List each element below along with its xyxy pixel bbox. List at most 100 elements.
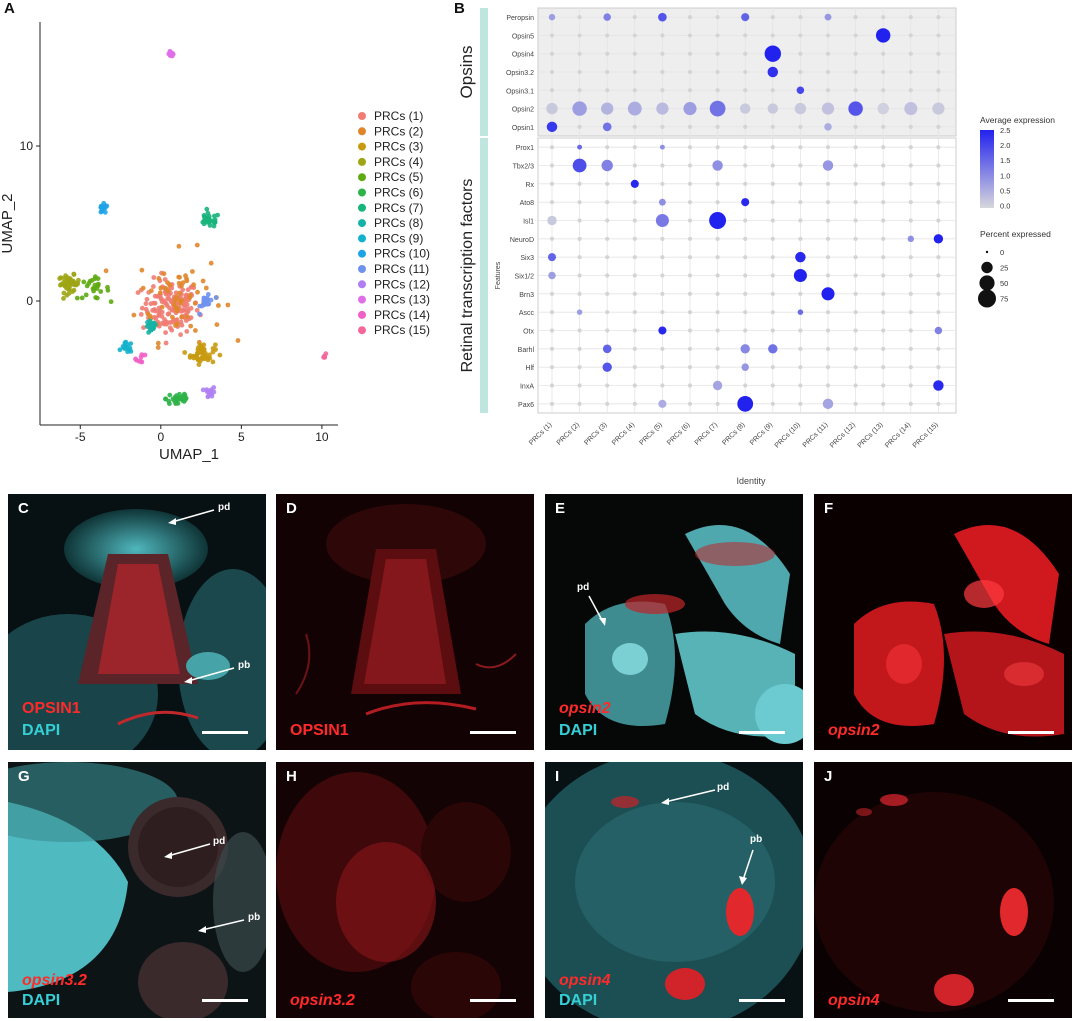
dotplot-point — [853, 181, 858, 186]
stain-label-dapi: DAPI — [559, 722, 598, 739]
group-label: PRCs (3) — [583, 421, 608, 446]
umap-point — [165, 280, 170, 285]
dotplot-point — [632, 218, 637, 223]
micrograph-c: C pd pb OPSIN1 DAPI — [8, 494, 266, 750]
dotplot-point — [737, 395, 754, 412]
umap-point — [155, 340, 161, 346]
dotplot-point — [741, 198, 750, 207]
dotplot-point — [881, 200, 886, 205]
dotplot-point — [715, 273, 720, 278]
umap-point — [175, 306, 181, 312]
umap-point — [211, 385, 217, 390]
x-tick-label: -5 — [75, 430, 86, 444]
dotplot-point — [577, 181, 582, 186]
umap-point — [206, 393, 211, 399]
arrow-label-pb: pb — [238, 660, 251, 671]
umap-points — [57, 48, 329, 407]
dotplot-point — [743, 124, 748, 129]
umap-point — [201, 213, 207, 218]
scale-bar — [1008, 731, 1054, 734]
dotplot-point — [743, 33, 748, 38]
dotplot-point — [743, 328, 748, 333]
dotplot-point — [632, 33, 637, 38]
umap-point — [206, 216, 212, 222]
dotplot-point — [798, 145, 803, 150]
dotplot-point — [632, 69, 637, 75]
umap-point — [199, 303, 205, 309]
umap-point — [163, 340, 169, 346]
dotplot-point — [601, 102, 614, 115]
stain-label-red: OPSIN1 — [22, 700, 81, 717]
micrograph-i-letter: I — [555, 768, 560, 785]
umap-point — [148, 288, 154, 294]
feature-label: Six1/2 — [515, 274, 535, 281]
umap-point — [63, 273, 68, 279]
umap-point — [71, 272, 77, 277]
dotplot-point — [936, 273, 941, 278]
umap-point — [169, 327, 175, 333]
dotplot-point — [549, 365, 555, 370]
dotplot-point — [770, 365, 775, 370]
dotplot-point — [660, 236, 665, 241]
umap-point — [163, 330, 169, 335]
dotplot-point — [577, 88, 582, 93]
dotplot-point — [546, 102, 558, 115]
dotplot-point — [908, 310, 913, 315]
dotplot-point — [741, 363, 749, 371]
dotplot-point — [576, 309, 583, 315]
dotplot-point — [577, 33, 582, 38]
dotplot-point — [881, 346, 886, 351]
dotplot-point — [881, 236, 886, 241]
dotplot-point — [743, 218, 748, 223]
dotplot-point — [881, 145, 886, 150]
legend-entry: PRCs (11) — [374, 262, 429, 276]
dotplot-point — [743, 291, 748, 296]
umap-point — [151, 284, 156, 289]
scale-bar — [739, 999, 785, 1002]
dotplot-point — [908, 273, 913, 278]
dotplot-point — [655, 213, 669, 228]
dotplot-point — [798, 218, 803, 223]
x-tick-label: 0 — [157, 430, 164, 444]
dotplot-point — [825, 181, 831, 186]
size-legend-dot — [981, 261, 993, 274]
dotplot-point — [853, 15, 858, 20]
legend-swatch — [358, 188, 366, 197]
dotplot-point — [853, 218, 858, 223]
dotplot-point — [549, 328, 555, 333]
dotplot-point — [709, 100, 726, 117]
dotplot-point — [881, 124, 886, 129]
umap-point — [204, 206, 210, 212]
umap-point — [202, 218, 207, 223]
umap-point — [121, 345, 127, 351]
umap-point — [139, 305, 145, 311]
dotplot-point — [548, 13, 556, 21]
dotplot-point — [881, 218, 886, 223]
dotplot-point — [660, 51, 665, 56]
dotplot-point — [715, 88, 720, 93]
umap-point — [210, 349, 216, 355]
dotplot-point — [853, 328, 858, 333]
feature-label: Peropsin — [506, 15, 534, 22]
dotplot-point — [605, 236, 610, 241]
umap-point — [148, 301, 154, 307]
stain-label-red: opsin3.2 — [22, 972, 87, 989]
stain-label-red: opsin3.2 — [290, 992, 355, 1009]
group-label: PRCs (15) — [912, 421, 940, 449]
umap-point — [65, 286, 71, 292]
umap-point — [200, 278, 206, 284]
size-legend-label: 75 — [1000, 295, 1008, 304]
dotplot-point — [936, 181, 941, 186]
dotplot-point — [881, 69, 886, 75]
dotplot-point — [712, 160, 723, 171]
umap-point — [134, 357, 139, 363]
dotplot-point — [824, 13, 832, 21]
dotplot-point — [687, 200, 693, 205]
dotplot-point — [709, 212, 727, 229]
dotplot-point — [798, 33, 803, 38]
dotplot-point — [881, 365, 886, 370]
umap-point — [196, 362, 202, 367]
dotplot-point — [881, 273, 886, 278]
dotplot-point — [632, 255, 637, 260]
umap-point — [58, 282, 63, 288]
